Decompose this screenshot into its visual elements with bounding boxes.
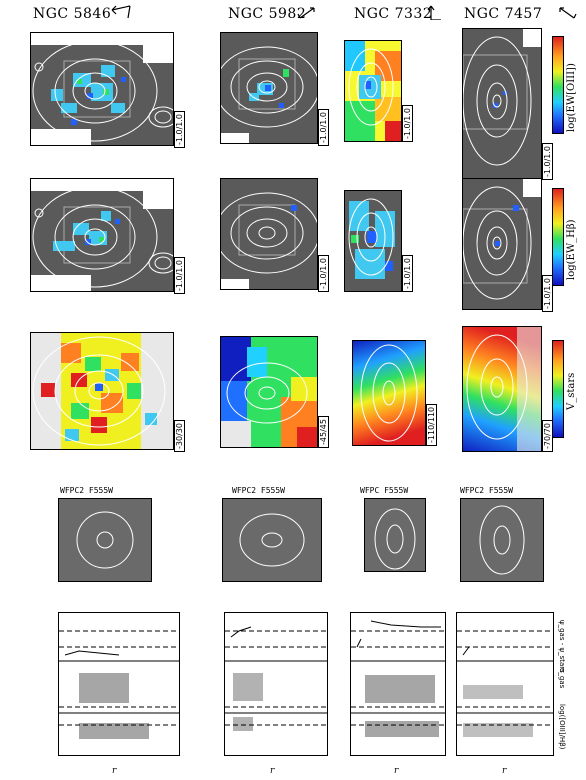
- range-label: -1.0/1.0: [318, 108, 329, 146]
- galaxy-title-1: NGC 5846: [33, 6, 112, 22]
- orientation-arrow-icon: [559, 7, 577, 19]
- x-axis-label: r: [112, 766, 117, 776]
- galaxy-title-4: NGC 7457: [464, 6, 543, 22]
- hst-label-1: WFPC2 F555W: [60, 486, 113, 495]
- velocity-map-ngc5846: [30, 332, 174, 450]
- range-label: -1.0/1.0: [174, 256, 185, 294]
- orientation-arrow-icon: [111, 5, 131, 19]
- hb-map-ngc5846: [30, 178, 174, 292]
- colorbar-v: [552, 340, 564, 438]
- colorbar-oiii: [552, 36, 564, 134]
- range-label: -45/45: [318, 416, 329, 448]
- hst-label-3: WFPC F555W: [360, 486, 409, 495]
- hst-label-2: WFPC2 F555W: [232, 486, 285, 495]
- orientation-arrow-icon: [297, 7, 315, 19]
- velocity-map-ngc5982: [220, 336, 318, 448]
- oiii-map-ngc5846: [30, 32, 174, 146]
- oiii-map-ngc7457: [462, 28, 542, 180]
- hb-map-ngc5982: [220, 178, 318, 290]
- profile-ngc7332: [350, 612, 446, 756]
- hb-map-ngc7332: [344, 190, 402, 292]
- range-label: -110/110: [426, 403, 437, 446]
- range-label: -1.0/1.0: [402, 254, 413, 292]
- hst-image-ngc5982: [222, 498, 322, 582]
- velocity-map-ngc7457: [462, 326, 542, 452]
- oiii-map-ngc5982: [220, 32, 318, 144]
- hb-map-ngc7457: [462, 178, 542, 310]
- profile-ngc5982: [224, 612, 328, 756]
- range-label: -1.0/1.0: [174, 110, 185, 148]
- range-label: -30/30: [174, 420, 185, 452]
- x-axis-label: r: [394, 766, 399, 776]
- x-axis-label: r: [270, 766, 275, 776]
- orientation-arrow-icon: [427, 5, 441, 20]
- colorbar-hb: [552, 188, 564, 286]
- x-axis-label: r: [502, 766, 507, 776]
- galaxy-title-2: NGC 5982: [228, 6, 307, 22]
- profile-ngc7457: [456, 612, 554, 756]
- profile-label-pa: ψ_gas - ψ_stars: [558, 620, 566, 673]
- range-label: -1.0/1.0: [542, 142, 553, 180]
- hst-image-ngc5846: [58, 498, 152, 582]
- colorbar-label-v: V_stars: [566, 372, 577, 410]
- range-label: -1.0/1.0: [402, 104, 413, 142]
- oiii-map-ngc7332: [344, 40, 402, 142]
- profile-ngc5846: [58, 612, 180, 756]
- range-label: -1.0/1.0: [318, 254, 329, 292]
- colorbar-label-oiii: log(EW[OIII]): [566, 63, 577, 132]
- profile-label-sigma: σ_gas: [558, 668, 566, 689]
- profile-label-ratio: log([OIII]/Hβ): [558, 704, 566, 750]
- hst-image-ngc7332: [364, 498, 426, 572]
- colorbar-label-hb: log(EW_Hβ): [566, 219, 577, 280]
- hst-label-4: WFPC2 F555W: [460, 486, 513, 495]
- hst-image-ngc7457: [460, 498, 544, 582]
- velocity-map-ngc7332: [352, 340, 426, 446]
- galaxy-title-3: NGC 7332: [354, 6, 433, 22]
